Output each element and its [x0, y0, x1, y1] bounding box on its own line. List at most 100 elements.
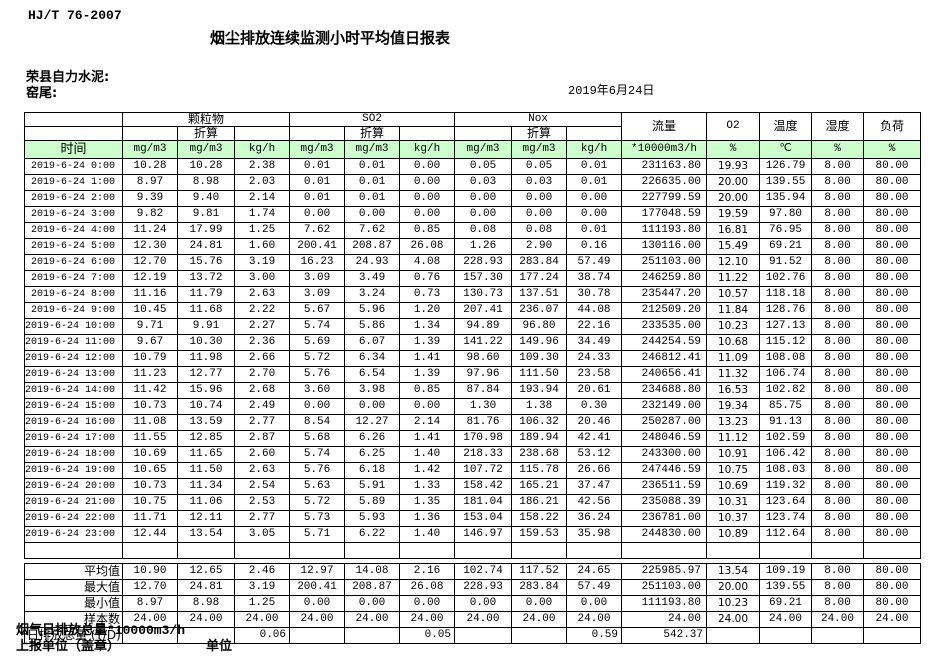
table-cell: 243300.00	[621, 446, 708, 463]
table-cell: 24.00	[399, 611, 455, 628]
column-group-particulate: 颗粒物	[121, 112, 291, 127]
table-cell: 232149.00	[621, 398, 708, 415]
table-cell: 181.04	[454, 494, 513, 511]
table-cell: 80.00	[863, 190, 922, 207]
table-cell: 1.60	[233, 238, 291, 255]
time-cell: 2019-6-24 5:00	[24, 238, 123, 255]
table-cell: 91.52	[759, 254, 813, 271]
table-cell: 11.22	[706, 270, 761, 287]
column-header-time: 时间	[24, 140, 123, 159]
table-cell: 10.65	[122, 462, 178, 479]
unit-cell: mg/m3	[177, 140, 235, 159]
table-cell: 13.59	[177, 414, 235, 431]
table-cell: 2.77	[233, 414, 291, 431]
summary-label: 最大值	[24, 579, 123, 596]
time-cell: 2019-6-24 10:00	[24, 318, 123, 335]
table-cell: 22.16	[566, 318, 623, 335]
time-cell: 2019-6-24 17:00	[24, 430, 123, 447]
table-cell: 12.65	[177, 563, 235, 580]
table-cell	[454, 542, 513, 559]
table-cell: 119.32	[759, 478, 813, 495]
table-cell: 170.98	[454, 430, 513, 447]
table-cell: 9.91	[177, 318, 235, 335]
table-cell: 8.00	[811, 318, 865, 335]
header-row-units: 时间 mg/m3 mg/m3 kg/h mg/m3 mg/m3 kg/h mg/…	[24, 140, 922, 159]
table-cell: 5.89	[344, 494, 401, 511]
table-cell: 24.00	[234, 611, 290, 628]
table-cell: 80.00	[863, 430, 922, 447]
table-cell: 251103.00	[621, 254, 708, 271]
summary-row: 最大值 12.70 24.81 3.19 200.41 208.87 26.08 228.93…	[24, 579, 921, 596]
table-cell: 0.01	[289, 174, 346, 191]
column-header-load: 负荷	[863, 112, 922, 141]
table-cell: 0.00	[454, 206, 513, 223]
table-cell: 158.22	[511, 510, 568, 527]
table-cell: 10.28	[177, 158, 235, 175]
column-group-so2: SO2	[289, 112, 456, 127]
table-cell: 80.00	[863, 494, 922, 511]
time-cell: 2019-6-24 23:00	[24, 526, 123, 543]
table-cell: 8.00	[811, 462, 865, 479]
table-cell: 139.55	[759, 579, 812, 596]
table-cell: 5.86	[344, 318, 401, 335]
table-cell	[122, 126, 178, 141]
table-cell: 0.05	[511, 158, 568, 175]
table-cell: 8.00	[811, 446, 865, 463]
table-cell: 8.00	[811, 286, 865, 303]
unit-cell: mg/m3	[511, 140, 568, 159]
table-cell: 80.00	[863, 174, 922, 191]
table-cell: 283.84	[511, 579, 567, 596]
table-cell: 8.00	[811, 414, 865, 431]
table-cell: 10.45	[122, 302, 178, 319]
table-cell: 80.00	[863, 334, 922, 351]
table-cell: 14.08	[344, 563, 400, 580]
table-cell	[24, 542, 123, 559]
table-cell: 23.58	[566, 366, 623, 383]
table-cell: 69.21	[759, 238, 813, 255]
table-cell: 24.00	[566, 611, 622, 628]
table-cell: 1.39	[399, 366, 456, 383]
table-cell: 10.30	[177, 334, 235, 351]
table-cell: 80.00	[863, 158, 922, 175]
table-cell: 7.62	[289, 222, 346, 239]
table-cell: 8.00	[811, 494, 865, 511]
table-cell: 10.91	[706, 446, 761, 463]
table-cell: 8.00	[811, 510, 865, 527]
report-date: 2019年6月24日	[568, 84, 655, 98]
table-cell: 0.00	[344, 595, 400, 612]
table-cell: 10.23	[706, 318, 761, 335]
table-cell: 0.00	[511, 595, 567, 612]
table-cell: 20.46	[566, 414, 623, 431]
company-name: 荣县自力水泥:	[26, 70, 110, 85]
table-cell: 11.23	[122, 366, 178, 383]
table-row: 2019-6-24 18:00 10.69 11.65 2.60 5.74 6.25 1.4…	[24, 446, 922, 463]
table-cell: 42.56	[566, 494, 623, 511]
table-cell: 0.00	[289, 206, 346, 223]
table-cell: 8.00	[811, 174, 865, 191]
table-cell: 0.05	[399, 627, 455, 644]
table-cell: 13.54	[177, 526, 235, 543]
table-row: 2019-6-24 6:00 12.70 15.76 3.19 16.23 24.93 4.…	[24, 254, 922, 271]
converted-label-particulate: 折算	[177, 126, 235, 141]
table-cell	[344, 542, 401, 559]
table-cell: 228.93	[454, 254, 513, 271]
table-cell: 0.00	[399, 174, 456, 191]
flue-gas-total-note: 烟气日排放总量*10000m3/h	[16, 623, 186, 638]
time-cell: 2019-6-24 7:00	[24, 270, 123, 287]
table-cell: 1.74	[233, 206, 291, 223]
column-header-humidity: 湿度	[811, 112, 865, 141]
table-cell: 12.77	[177, 366, 235, 383]
unit-cell: ℃	[759, 140, 813, 159]
time-cell: 2019-6-24 16:00	[24, 414, 123, 431]
table-cell: 98.60	[454, 350, 513, 367]
table-cell: 36.24	[566, 510, 623, 527]
table-cell: 0.01	[344, 190, 401, 207]
table-cell: 244830.00	[621, 526, 708, 543]
table-cell: 193.94	[511, 382, 568, 399]
table-cell: 20.00	[706, 174, 761, 191]
table-cell: 6.25	[344, 446, 401, 463]
table-cell	[233, 126, 291, 141]
column-header-flow: 流量	[621, 112, 708, 141]
table-cell: 80.00	[863, 222, 922, 239]
table-cell: 2.77	[233, 510, 291, 527]
